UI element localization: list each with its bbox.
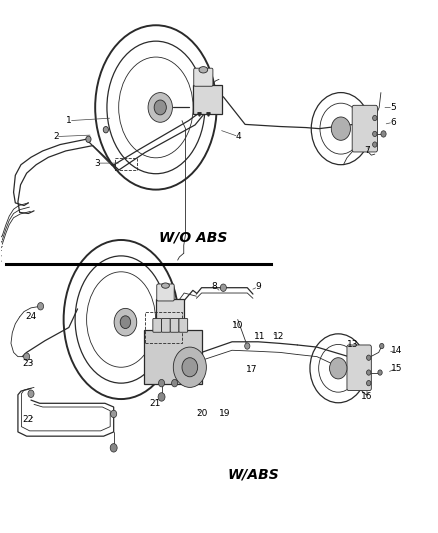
Text: 6: 6 bbox=[390, 118, 396, 127]
Text: 2: 2 bbox=[53, 132, 59, 141]
Text: 17: 17 bbox=[246, 366, 258, 374]
Ellipse shape bbox=[199, 67, 208, 73]
Text: 24: 24 bbox=[25, 312, 37, 321]
Circle shape bbox=[24, 353, 30, 360]
Circle shape bbox=[381, 131, 386, 137]
Circle shape bbox=[114, 309, 137, 336]
Circle shape bbox=[172, 379, 178, 387]
FancyBboxPatch shape bbox=[179, 318, 187, 332]
FancyBboxPatch shape bbox=[170, 318, 179, 332]
Text: W/O ABS: W/O ABS bbox=[159, 230, 227, 244]
Circle shape bbox=[329, 358, 347, 379]
Circle shape bbox=[380, 343, 384, 349]
Text: 10: 10 bbox=[232, 321, 244, 330]
Text: 1: 1 bbox=[66, 116, 72, 125]
Circle shape bbox=[173, 347, 206, 387]
Circle shape bbox=[373, 115, 377, 120]
Text: 11: 11 bbox=[254, 332, 266, 341]
Circle shape bbox=[110, 443, 117, 452]
Circle shape bbox=[182, 358, 198, 377]
Circle shape bbox=[373, 131, 377, 136]
Circle shape bbox=[111, 410, 117, 418]
Text: 13: 13 bbox=[347, 341, 359, 350]
Text: 20: 20 bbox=[196, 409, 207, 418]
Ellipse shape bbox=[162, 283, 170, 288]
Text: 8: 8 bbox=[212, 282, 218, 291]
Text: 7: 7 bbox=[364, 147, 370, 156]
FancyBboxPatch shape bbox=[144, 330, 202, 384]
Circle shape bbox=[367, 381, 371, 386]
Circle shape bbox=[120, 316, 131, 328]
Circle shape bbox=[220, 284, 226, 292]
Circle shape bbox=[28, 390, 34, 398]
Text: 23: 23 bbox=[23, 359, 34, 367]
FancyBboxPatch shape bbox=[194, 68, 213, 86]
FancyBboxPatch shape bbox=[156, 300, 184, 327]
FancyBboxPatch shape bbox=[193, 85, 223, 114]
Text: 5: 5 bbox=[390, 103, 396, 112]
FancyBboxPatch shape bbox=[162, 318, 170, 332]
Circle shape bbox=[86, 136, 91, 142]
Text: 15: 15 bbox=[391, 364, 403, 373]
Circle shape bbox=[154, 100, 166, 115]
Text: 16: 16 bbox=[361, 392, 373, 401]
Text: 22: 22 bbox=[23, 415, 34, 424]
Circle shape bbox=[367, 355, 371, 360]
Circle shape bbox=[103, 126, 109, 133]
Text: W/ABS: W/ABS bbox=[228, 467, 280, 481]
FancyBboxPatch shape bbox=[352, 106, 378, 152]
Circle shape bbox=[38, 303, 44, 310]
Text: 9: 9 bbox=[255, 282, 261, 291]
FancyBboxPatch shape bbox=[347, 345, 371, 391]
Text: 14: 14 bbox=[391, 346, 402, 355]
Circle shape bbox=[245, 343, 250, 349]
Circle shape bbox=[367, 370, 371, 375]
Text: 21: 21 bbox=[149, 399, 160, 408]
Text: 19: 19 bbox=[219, 409, 230, 418]
FancyBboxPatch shape bbox=[153, 318, 162, 332]
Text: 12: 12 bbox=[272, 332, 284, 341]
FancyBboxPatch shape bbox=[157, 284, 174, 301]
Circle shape bbox=[159, 379, 165, 387]
Circle shape bbox=[331, 117, 350, 140]
Circle shape bbox=[373, 142, 377, 147]
Circle shape bbox=[148, 93, 173, 122]
Circle shape bbox=[158, 393, 165, 401]
Text: 4: 4 bbox=[236, 132, 241, 141]
Circle shape bbox=[378, 370, 382, 375]
Text: 3: 3 bbox=[94, 159, 100, 167]
